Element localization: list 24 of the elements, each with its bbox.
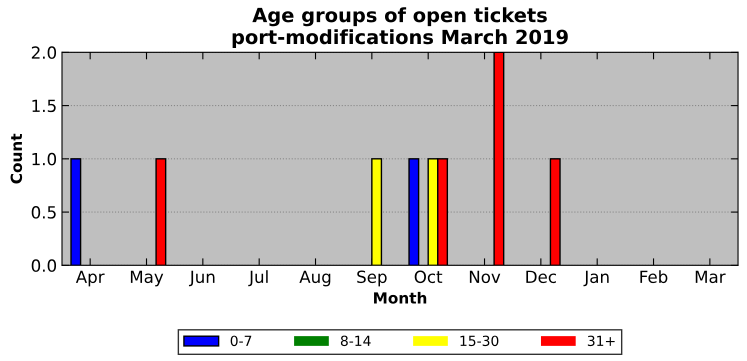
x-tick-label: Apr	[76, 270, 105, 286]
y-tick-label: 0.0	[32, 259, 56, 272]
x-tick-label: Nov	[470, 270, 500, 284]
x-tick-label: Feb	[640, 270, 668, 284]
x-axis-title: Month	[374, 292, 426, 304]
x-tick-label: May	[130, 270, 164, 286]
x-tick-label: Jan	[583, 270, 609, 286]
chart-title: Age groups of open tickets port-modifications March 2019	[232, 7, 568, 48]
x-tick-label: Aug	[299, 270, 330, 286]
y-tick-label: 0.5	[32, 206, 56, 219]
y-axis-title: Count	[10, 134, 22, 184]
y-tick-label: 1.5	[32, 100, 56, 112]
y-tick-label: 1.0	[32, 152, 56, 166]
x-tick-label: Mar	[696, 270, 726, 284]
y-tick-label: 2.0	[32, 46, 56, 59]
legend-label: 0-7	[230, 336, 252, 346]
legend-label: 8-14	[340, 336, 371, 346]
x-tick-label: Jun	[188, 270, 214, 286]
legend-label: 31+	[588, 336, 615, 346]
x-tick-label: Jul	[248, 270, 268, 286]
legend-label: 15-30	[460, 336, 498, 346]
x-tick-label: Sep	[357, 270, 387, 286]
x-tick-label: Oct	[414, 270, 442, 284]
x-tick-label: Dec	[526, 270, 556, 284]
